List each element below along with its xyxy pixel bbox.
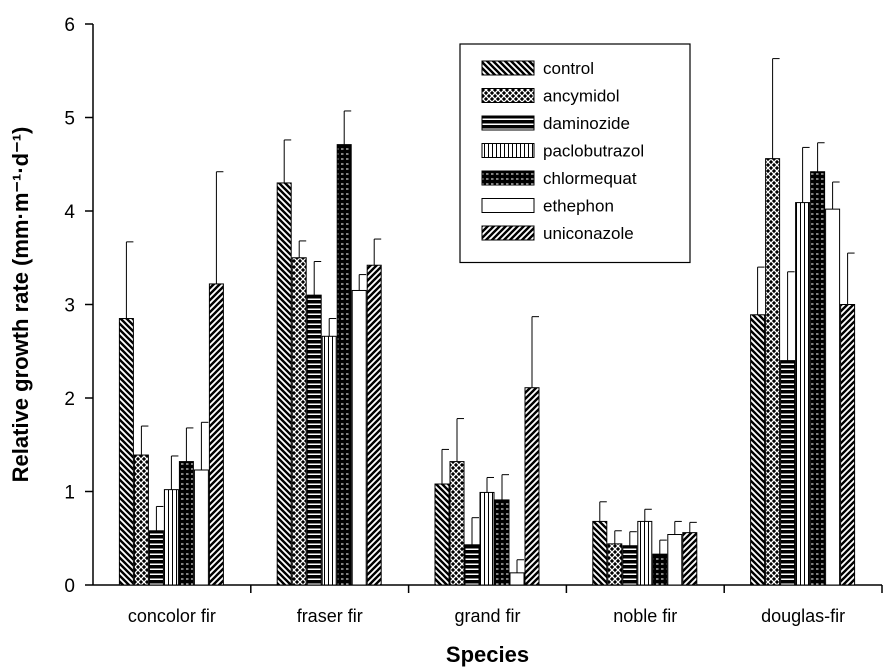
y-axis-ticks: 0 1 2 3 4 5 6 xyxy=(64,15,93,597)
bar-uniconazole xyxy=(208,283,224,586)
y-tick-label: 3 xyxy=(64,296,75,317)
bar-ancymidol xyxy=(133,454,149,586)
bar-control xyxy=(118,318,134,586)
x-axis-ticks: concolor fir fraser fir grand fir noble fir… xyxy=(128,585,883,626)
bar-ancymidol xyxy=(607,543,623,586)
bar-uniconazole xyxy=(366,264,382,586)
legend-label-chlormequat: chlormequat xyxy=(543,169,637,188)
bar-ancymidol xyxy=(449,461,465,586)
legend-swatch-daminozide xyxy=(481,115,535,131)
bar-chlormequat xyxy=(336,144,352,586)
bar-daminozide xyxy=(622,545,638,586)
bar-paclobutrazol xyxy=(637,520,653,586)
bar-ancymidol xyxy=(291,257,307,586)
bar-paclobutrazol xyxy=(479,491,495,586)
legend-label-daminozide: daminozide xyxy=(543,114,630,133)
legend-label-ethephon: ethephon xyxy=(543,197,614,216)
bar-chlormequat xyxy=(810,171,826,586)
legend-swatch-ethephon xyxy=(481,198,535,213)
legend-swatch-paclobutrazol xyxy=(481,143,535,158)
legend-label-ancymidol: ancymidol xyxy=(543,87,620,106)
legend-swatch-ancymidol xyxy=(481,88,535,103)
bar-ethephon xyxy=(193,469,209,586)
bar-control xyxy=(276,182,292,586)
bar-daminozide xyxy=(464,544,480,586)
bar-daminozide xyxy=(306,294,322,586)
x-tick-label: douglas-fir xyxy=(761,606,845,626)
legend: control ancymidol daminozide paclobutrazol c… xyxy=(459,43,691,264)
bar-control xyxy=(434,483,450,586)
y-tick-label: 2 xyxy=(64,389,75,410)
y-tick-label: 1 xyxy=(64,483,75,504)
bar-paclobutrazol xyxy=(321,335,337,586)
bar-paclobutrazol xyxy=(163,489,179,586)
x-tick-label: grand fir xyxy=(454,606,520,626)
bar-daminozide xyxy=(148,530,164,586)
bar-chlormequat xyxy=(178,461,194,586)
legend-swatch-uniconazole xyxy=(481,225,535,241)
legend-label-paclobutrazol: paclobutrazol xyxy=(543,142,644,161)
y-tick-label: 5 xyxy=(64,109,75,130)
bar-daminozide xyxy=(780,360,796,586)
y-tick-label: 4 xyxy=(64,202,75,223)
legend-swatch-chlormequat xyxy=(481,170,535,186)
legend-swatch-control xyxy=(481,60,535,76)
bar-paclobutrazol xyxy=(795,202,811,586)
bar-ethephon xyxy=(825,208,841,586)
bar-uniconazole xyxy=(840,304,856,586)
bar-uniconazole xyxy=(524,387,540,586)
x-tick-label: fraser fir xyxy=(297,606,363,626)
legend-label-uniconazole: uniconazole xyxy=(543,224,634,243)
bar-chlormequat xyxy=(494,499,510,586)
x-axis-title: Species xyxy=(446,642,529,667)
bar-ethephon xyxy=(351,289,367,586)
error-bars xyxy=(125,58,855,573)
bar-control xyxy=(592,520,608,586)
legend-label-control: control xyxy=(543,59,594,78)
bar-ethephon xyxy=(667,534,683,586)
y-axis-title: Relative growth rate (mm·m⁻¹·d⁻¹) xyxy=(8,127,33,483)
bar-control xyxy=(750,314,766,586)
bar-ethephon xyxy=(509,572,525,586)
bar-groups xyxy=(118,144,856,586)
bar-chlormequat xyxy=(652,553,668,586)
x-tick-label: concolor fir xyxy=(128,606,216,626)
bar-uniconazole xyxy=(682,532,698,586)
x-tick-label: noble fir xyxy=(613,606,677,626)
bar-ancymidol xyxy=(765,158,781,586)
y-tick-label: 0 xyxy=(64,576,75,597)
y-tick-label: 6 xyxy=(64,15,75,36)
